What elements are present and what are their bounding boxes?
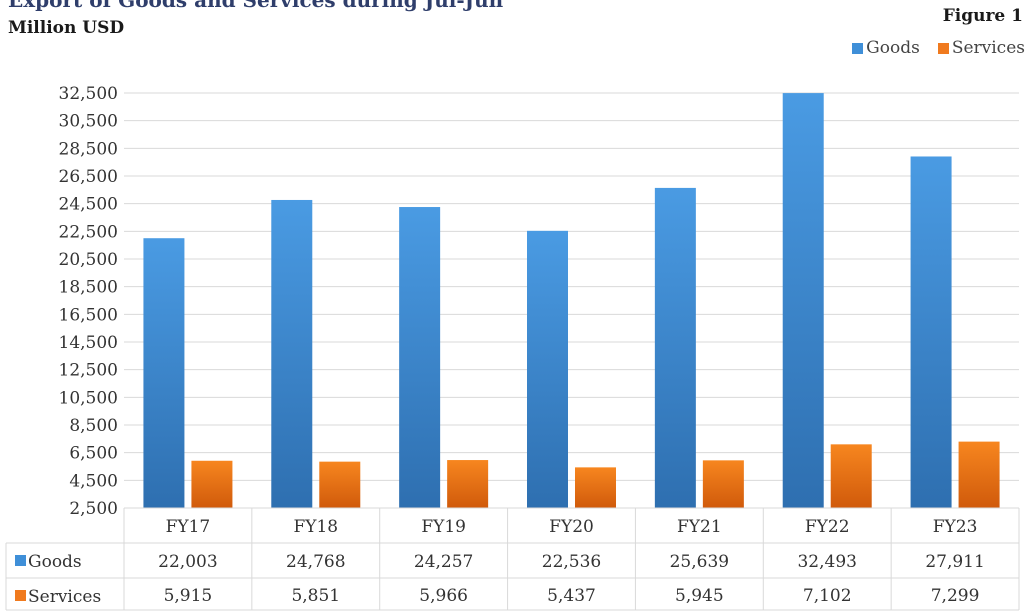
bar-services <box>830 444 872 508</box>
legend-item-goods: Goods <box>852 38 920 58</box>
bar-goods <box>399 207 441 508</box>
bar-services <box>702 460 744 508</box>
bar-services <box>191 460 233 508</box>
y-tick-label: 14,500 <box>59 333 118 353</box>
y-tick-label: 16,500 <box>59 305 118 325</box>
table-cell-goods: 24,768 <box>286 552 345 572</box>
bar-services <box>958 441 1000 508</box>
bar-services <box>319 461 361 508</box>
table-cell-goods: 32,493 <box>797 552 856 572</box>
table-cell-services: 7,102 <box>803 586 852 606</box>
category-label: FY18 <box>293 517 338 537</box>
category-label: FY21 <box>677 517 722 537</box>
y-tick-label: 8,500 <box>69 416 118 436</box>
y-tick-label: 30,500 <box>59 112 118 132</box>
chart-subtitle: Million USD <box>8 18 125 38</box>
y-tick-label: 24,500 <box>59 195 118 215</box>
table-cell-goods: 25,639 <box>670 552 729 572</box>
table-cell-goods: 27,911 <box>925 552 984 572</box>
table-cell-goods: 24,257 <box>414 552 473 572</box>
chart-title: Export of Goods and Services during Jul-… <box>8 0 504 12</box>
table-cell-goods: 22,003 <box>158 552 217 572</box>
bar-services <box>575 467 616 508</box>
y-tick-label: 22,500 <box>59 222 118 242</box>
y-tick-label: 12,500 <box>59 361 118 381</box>
y-tick-label: 26,500 <box>59 167 118 187</box>
table-cell-services: 5,851 <box>291 586 340 606</box>
y-tick-label: 10,500 <box>59 388 118 408</box>
table-swatch-goods <box>15 555 26 566</box>
y-tick-label: 32,500 <box>59 84 118 104</box>
bar-services <box>447 460 489 508</box>
category-label: FY23 <box>933 517 978 537</box>
bar-goods <box>143 238 185 508</box>
table-row-label-goods: Goods <box>28 552 82 572</box>
legend-label-goods: Goods <box>866 38 920 58</box>
y-tick-label: 28,500 <box>59 139 118 159</box>
bar-goods <box>654 187 696 508</box>
y-tick-label: 4,500 <box>69 471 118 491</box>
table-cell-services: 7,299 <box>931 586 980 606</box>
legend-swatch-goods <box>852 42 864 54</box>
y-tick-label: 6,500 <box>69 444 118 464</box>
table-swatch-services <box>15 590 26 601</box>
table-cell-services: 5,966 <box>419 586 468 606</box>
category-label: FY19 <box>421 517 466 537</box>
legend: Goods Services <box>852 38 1025 58</box>
table-cell-goods: 22,536 <box>542 552 601 572</box>
y-tick-label: 18,500 <box>59 278 118 298</box>
table-cell-services: 5,437 <box>547 586 596 606</box>
figure-label: Figure 1 <box>942 6 1023 26</box>
legend-label-services: Services <box>951 38 1025 58</box>
table-cell-services: 5,915 <box>164 586 213 606</box>
category-label: FY20 <box>549 517 594 537</box>
category-label: FY22 <box>805 517 850 537</box>
y-tick-label: 20,500 <box>59 250 118 270</box>
bar-goods <box>527 230 568 508</box>
y-tick-label: 2,500 <box>69 499 118 519</box>
bar-goods <box>910 156 952 508</box>
legend-swatch-services <box>937 42 949 54</box>
table-row-label-services: Services <box>28 587 101 607</box>
category-label: FY17 <box>166 517 211 537</box>
legend-item-services: Services <box>937 38 1025 58</box>
bar-goods <box>782 93 824 508</box>
table-cell-services: 5,945 <box>675 586 724 606</box>
bar-goods <box>271 199 313 508</box>
